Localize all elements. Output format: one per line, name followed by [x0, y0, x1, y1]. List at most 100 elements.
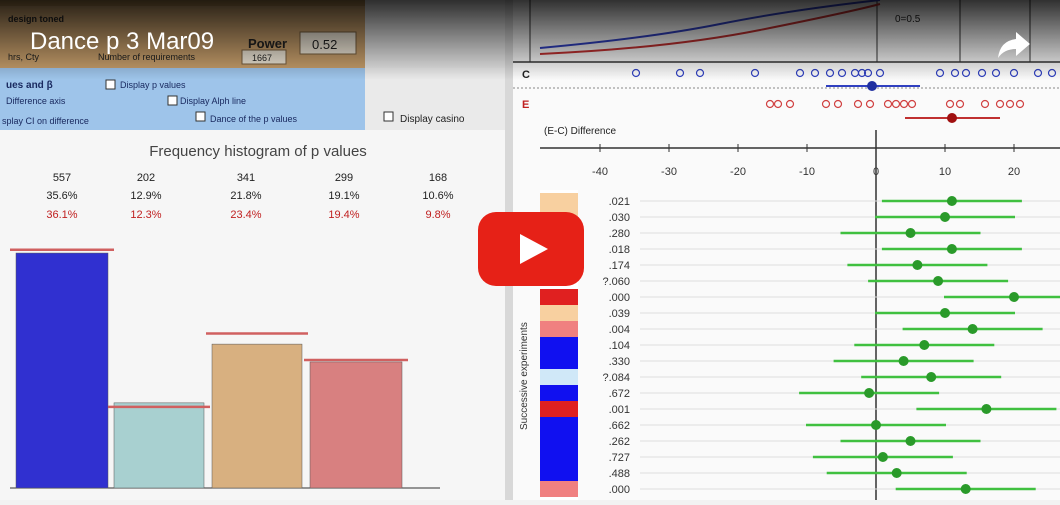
ci-point [871, 420, 881, 430]
ci-point [1009, 292, 1019, 302]
axis-tick-label: 20 [1008, 166, 1020, 178]
histogram-title: Frequency histogram of p values [149, 143, 367, 160]
row-p-value: .280 [609, 228, 630, 240]
ci-point [891, 468, 902, 478]
histogram-bar [113, 402, 205, 489]
row-p-value: .001 [609, 404, 630, 416]
ci-point [864, 388, 875, 398]
row-p-value: .004 [609, 324, 630, 336]
display-alpha-checkbox[interactable] [167, 95, 178, 106]
difference-axis-label: Difference axis [6, 96, 66, 106]
histogram-bar [309, 361, 403, 489]
row-p-value: .000 [609, 292, 630, 304]
e-data-point [833, 99, 843, 109]
histogram-pct: 12.9% [130, 190, 161, 202]
row-swatch [540, 417, 578, 433]
row-swatch [540, 433, 578, 449]
row-swatch [540, 401, 578, 417]
title-overlay [0, 0, 1060, 80]
row-swatch [540, 193, 578, 209]
ci-point [912, 260, 923, 270]
row-p-value: .104 [609, 340, 630, 352]
histogram-count: 202 [137, 172, 155, 184]
row-p-value: .021 [609, 196, 630, 208]
row-p-value: ?.084 [602, 372, 630, 384]
histogram-bar [15, 252, 109, 489]
axis-tick-label: 0 [873, 166, 879, 178]
row-p-value: .488 [609, 468, 630, 480]
ci-point [926, 372, 937, 382]
section-label: ues and β [6, 80, 53, 91]
ci-point [940, 212, 950, 222]
row-p-value: .672 [609, 388, 630, 400]
e-data-point [773, 99, 783, 109]
row-p-value: .039 [609, 308, 630, 320]
histogram-pct-red: 12.3% [130, 209, 161, 221]
histogram-pct-red: 19.4% [328, 209, 359, 221]
row-swatch [540, 369, 578, 385]
row-swatch [540, 289, 578, 305]
ci-point [981, 404, 992, 414]
dance-label: Dance of the p values [210, 114, 298, 124]
e-data-point [821, 99, 831, 109]
row-p-value: .174 [609, 260, 630, 272]
axis-title: (E-C) Difference [544, 126, 616, 137]
histogram-pct: 19.1% [328, 190, 359, 202]
ci-point [905, 228, 916, 238]
axis-tick-label: -10 [799, 166, 815, 178]
histogram-pct-red: 23.4% [230, 209, 261, 221]
e-data-point [1015, 99, 1025, 109]
play-icon[interactable] [478, 212, 584, 286]
row-swatch [540, 465, 578, 481]
e-data-point [899, 99, 909, 109]
display-p-checkbox[interactable] [105, 79, 116, 90]
row-swatch [540, 481, 578, 497]
e-data-point [853, 99, 863, 109]
histogram-pct-red: 9.8% [425, 209, 450, 221]
e-data-point [765, 99, 775, 109]
row-p-value: .262 [609, 436, 630, 448]
row-swatch [540, 385, 578, 401]
ci-point [898, 356, 909, 366]
row-p-value: .030 [609, 212, 630, 224]
row-p-value: .662 [609, 420, 630, 432]
ci-point [967, 324, 978, 334]
dance-checkbox[interactable] [195, 111, 206, 122]
ci-point [940, 308, 950, 318]
e-data-point [995, 99, 1005, 109]
e-data-point [955, 99, 965, 109]
histogram-count: 299 [335, 172, 353, 184]
share-icon[interactable] [994, 24, 1034, 64]
row-p-value: .727 [609, 452, 630, 464]
axis-tick-label: -40 [592, 166, 608, 178]
e-data-point [883, 99, 893, 109]
histogram-pct: 21.8% [230, 190, 261, 202]
ci-point [946, 244, 957, 254]
histogram-count: 557 [53, 172, 71, 184]
ci-label: splay CI on difference [2, 116, 89, 126]
histogram-pct: 35.6% [46, 190, 77, 202]
y-axis-label: Successive experiments [519, 322, 530, 430]
histogram-count: 168 [429, 172, 447, 184]
ci-point [960, 484, 971, 494]
row-swatch [540, 449, 578, 465]
e-data-point [891, 99, 901, 109]
casino-checkbox[interactable] [383, 111, 394, 122]
ci-point [933, 276, 944, 286]
histogram-bar [211, 343, 303, 489]
casino-label: Display casino [400, 114, 465, 125]
display-p-label: Display p values [120, 80, 186, 90]
row-p-value: .330 [609, 356, 630, 368]
e-data-point [1005, 99, 1015, 109]
row-p-value: .000 [609, 484, 630, 496]
video-title[interactable]: Dance p 3 Mar09 [30, 28, 215, 55]
ci-point [946, 196, 957, 206]
e-data-point [980, 99, 990, 109]
histogram-count: 341 [237, 172, 255, 184]
e-data-point [907, 99, 917, 109]
row-swatch [540, 321, 578, 337]
axis-tick-label: 10 [939, 166, 951, 178]
row-p-value: ?.060 [602, 276, 630, 288]
row-p-value: .018 [609, 244, 630, 256]
